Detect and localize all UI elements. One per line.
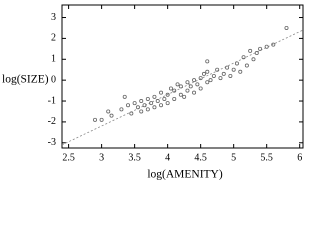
point — [168, 86, 173, 91]
point — [142, 103, 147, 108]
point — [122, 94, 127, 99]
point — [198, 76, 203, 81]
point — [211, 73, 216, 78]
point — [178, 84, 183, 89]
y-tick-label: -2 — [48, 116, 56, 127]
point — [149, 101, 154, 106]
point — [244, 63, 249, 68]
point — [205, 80, 210, 85]
point — [238, 69, 243, 74]
point — [218, 76, 223, 81]
point — [271, 42, 276, 47]
point — [192, 90, 197, 95]
x-axis-label: log(AMENITY) — [147, 169, 223, 181]
point — [241, 55, 246, 60]
point — [172, 96, 177, 101]
y-axis-label: log(SIZE) — [2, 74, 49, 86]
point — [178, 92, 183, 97]
point — [152, 94, 157, 99]
point — [159, 103, 164, 108]
plot-frame — [61, 4, 304, 149]
point — [251, 57, 256, 62]
x-tick-label: 4 — [165, 152, 170, 163]
point — [175, 82, 180, 87]
point — [188, 84, 193, 89]
point — [221, 71, 226, 76]
x-tick-label: 5.5 — [260, 152, 273, 163]
point — [228, 73, 233, 78]
point — [165, 101, 170, 106]
y-tick-label: -1 — [48, 95, 56, 106]
point — [215, 67, 220, 72]
y-tick-label: 3 — [51, 12, 56, 23]
point — [172, 88, 177, 93]
x-tick-label: 2.5 — [62, 152, 75, 163]
point — [205, 59, 210, 64]
point — [106, 109, 111, 114]
point — [248, 48, 253, 53]
point — [165, 92, 170, 97]
point — [185, 88, 190, 93]
point — [139, 99, 144, 104]
point — [109, 113, 114, 118]
x-tick-label: 5 — [231, 152, 236, 163]
chart: log(SIZE) log(AMENITY) 2.5 3 3.5 4 4.5 5 5.5 6 -… — [2, 4, 304, 181]
x-tick-label: 3 — [99, 152, 104, 163]
point — [234, 61, 239, 66]
point — [208, 78, 213, 83]
point — [155, 99, 160, 104]
point — [195, 82, 200, 87]
y-tick-label: 0 — [51, 74, 56, 85]
point — [126, 103, 131, 108]
point — [99, 117, 104, 122]
point — [129, 111, 134, 116]
point — [159, 90, 164, 95]
x-tick-label: 3.5 — [128, 152, 141, 163]
point — [198, 86, 203, 91]
point — [284, 25, 289, 30]
point — [205, 69, 210, 74]
x-tick-label: 6 — [297, 152, 302, 163]
point — [231, 67, 236, 72]
y-tick-label: 2 — [51, 33, 56, 44]
point — [145, 96, 150, 101]
point — [135, 105, 140, 110]
point — [254, 51, 259, 56]
point — [152, 105, 157, 110]
point — [264, 44, 269, 49]
point — [132, 101, 137, 106]
point — [119, 107, 124, 112]
point — [162, 96, 167, 101]
point — [93, 117, 98, 122]
page: {"chart_data": {"type": "scatter", "x_la… — [2, 4, 304, 181]
point — [145, 107, 150, 112]
x-tick-label: 4.5 — [194, 152, 207, 163]
point — [225, 65, 230, 70]
y-tick-label: -3 — [48, 137, 56, 148]
point — [258, 46, 263, 51]
point — [139, 109, 144, 114]
point — [192, 78, 197, 83]
point — [185, 80, 190, 85]
point — [201, 71, 206, 76]
y-tick-label: 1 — [51, 54, 56, 65]
point — [182, 94, 187, 99]
